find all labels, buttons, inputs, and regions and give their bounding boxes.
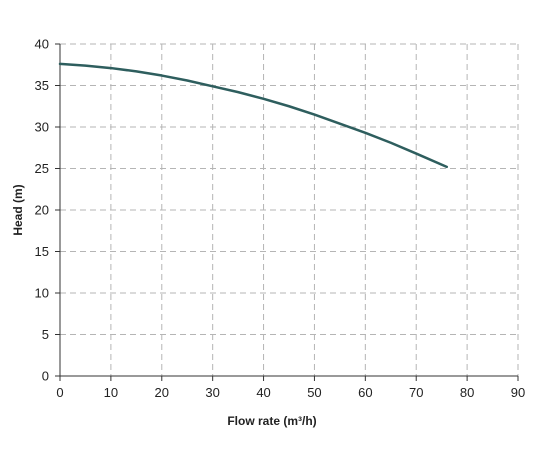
y-tick-label: 35 bbox=[35, 78, 49, 93]
x-tick-label: 60 bbox=[358, 385, 372, 400]
y-tick-label: 0 bbox=[42, 369, 49, 384]
x-tick-label: 40 bbox=[256, 385, 270, 400]
y-tick-label: 20 bbox=[35, 203, 49, 218]
series-layer bbox=[58, 62, 449, 169]
x-tick-label: 70 bbox=[409, 385, 423, 400]
grid bbox=[60, 43, 519, 376]
x-tick-label: 10 bbox=[104, 385, 118, 400]
x-tick-label: 80 bbox=[460, 385, 474, 400]
y-tick-label: 40 bbox=[35, 37, 49, 52]
x-tick-label: 20 bbox=[155, 385, 169, 400]
y-tick-labels: 0 5 10 15 20 25 30 35 40 bbox=[35, 37, 60, 384]
y-tick-label: 25 bbox=[35, 161, 49, 176]
x-tick-label: 50 bbox=[307, 385, 321, 400]
series-line-0 bbox=[58, 62, 449, 169]
y-tick-label: 30 bbox=[35, 120, 49, 135]
y-axis-title: Head (m) bbox=[11, 184, 25, 235]
axes bbox=[59, 44, 518, 377]
x-tick-labels: 0 10 20 30 40 50 60 70 80 90 bbox=[56, 376, 525, 400]
y-tick-label: 10 bbox=[35, 286, 49, 301]
x-tick-label: 90 bbox=[511, 385, 525, 400]
x-tick-label: 30 bbox=[205, 385, 219, 400]
x-axis-title: Flow rate (m³/h) bbox=[227, 414, 316, 428]
y-tick-label: 15 bbox=[35, 244, 49, 259]
x-tick-label: 0 bbox=[56, 385, 63, 400]
y-tick-label: 5 bbox=[42, 327, 49, 342]
